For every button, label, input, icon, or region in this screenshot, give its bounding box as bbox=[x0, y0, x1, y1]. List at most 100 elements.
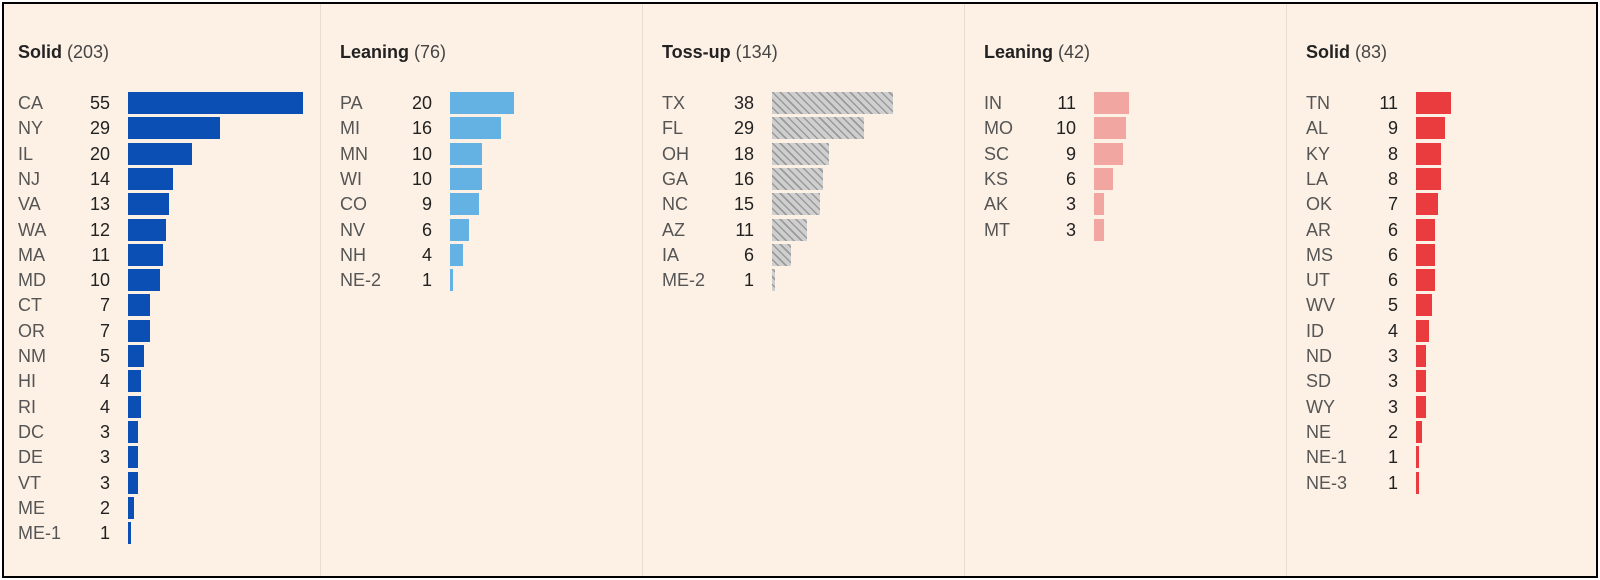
state-label: KY bbox=[1306, 143, 1331, 164]
state-label: IN bbox=[984, 93, 1002, 113]
bar bbox=[128, 395, 141, 418]
state-label: CO bbox=[340, 194, 367, 215]
group-total: (83) bbox=[1350, 42, 1388, 62]
bar-row: ID 4 bbox=[1306, 319, 1596, 345]
bar-row: AR 6 bbox=[1306, 218, 1596, 244]
bar bbox=[772, 243, 792, 266]
bar bbox=[1416, 92, 1451, 114]
state-label: IL bbox=[18, 143, 34, 164]
bar-row: WI 10 bbox=[340, 167, 640, 193]
bar bbox=[450, 193, 479, 216]
bar-row: TX 38 bbox=[662, 92, 962, 117]
bar-row: NM 5 bbox=[18, 345, 318, 370]
state-label: OH bbox=[662, 143, 689, 164]
value-label: 20 bbox=[411, 93, 432, 113]
bar-row: FL 29 bbox=[662, 117, 962, 142]
bar bbox=[1416, 370, 1426, 393]
state-label: VA bbox=[18, 194, 41, 215]
value-label: 6 bbox=[1065, 168, 1076, 189]
bar-row: IN 11 bbox=[984, 92, 1284, 117]
value-label: 55 bbox=[89, 93, 110, 113]
state-label: NH bbox=[340, 244, 366, 265]
bar bbox=[1094, 218, 1104, 241]
value-label: 6 bbox=[1387, 270, 1398, 291]
state-label: IA bbox=[662, 244, 680, 265]
bar-row: SD 3 bbox=[1306, 370, 1596, 395]
bar-row: CA 55 bbox=[18, 92, 318, 117]
group-title-label: Leaning bbox=[984, 42, 1054, 62]
value-label: 3 bbox=[99, 472, 110, 493]
value-label: 3 bbox=[1387, 396, 1398, 417]
bar bbox=[1416, 218, 1436, 241]
group-total: (76) bbox=[409, 42, 447, 62]
state-label: MI bbox=[340, 118, 360, 139]
bar bbox=[1416, 167, 1442, 190]
bar bbox=[128, 319, 151, 342]
state-label: ND bbox=[1306, 346, 1332, 366]
value-label: 4 bbox=[1387, 320, 1398, 341]
bar bbox=[128, 471, 138, 494]
bar bbox=[1416, 243, 1436, 266]
bar-group-5: Solid (83) TN 11 AL 9 KY 8 LA 8 OK 7 AR 6 MS 6 UT 6 WV 5 ID… bbox=[1306, 4, 1596, 576]
state-label: ME bbox=[18, 497, 45, 518]
value-label: 10 bbox=[411, 143, 432, 164]
value-label: 6 bbox=[1387, 219, 1398, 240]
bar bbox=[128, 522, 132, 545]
value-label: 10 bbox=[411, 168, 432, 189]
bar-row: MS 6 bbox=[1306, 243, 1596, 269]
bar bbox=[450, 117, 501, 140]
value-label: 3 bbox=[1387, 371, 1398, 392]
group-total: (42) bbox=[1053, 42, 1091, 62]
value-label: 6 bbox=[743, 244, 754, 265]
value-label: 7 bbox=[99, 295, 110, 316]
state-label: TN bbox=[1306, 93, 1330, 113]
bar bbox=[1094, 193, 1104, 216]
value-label: 11 bbox=[1379, 93, 1398, 113]
column-divider bbox=[1286, 4, 1287, 576]
state-label: CA bbox=[18, 93, 44, 113]
bar-row: NH 4 bbox=[340, 243, 640, 269]
value-label: 3 bbox=[1065, 194, 1076, 215]
state-label: ME-1 bbox=[18, 523, 62, 544]
bar-row: NE-1 1 bbox=[1306, 446, 1596, 471]
bar-row: MN 10 bbox=[340, 142, 640, 168]
bar-row: MI 16 bbox=[340, 117, 640, 142]
bar-row: DE 3 bbox=[18, 446, 318, 471]
value-label: 3 bbox=[99, 447, 110, 468]
bar-row: OK 7 bbox=[1306, 193, 1596, 218]
bar-row: CT 7 bbox=[18, 294, 318, 319]
group-title-label: Leaning bbox=[340, 42, 410, 62]
state-label: LA bbox=[1306, 168, 1329, 189]
bar bbox=[1416, 193, 1439, 216]
value-label: 7 bbox=[99, 320, 110, 341]
state-label: DC bbox=[18, 421, 44, 442]
value-label: 9 bbox=[1387, 118, 1398, 139]
value-label: 4 bbox=[421, 244, 432, 265]
bar-row: ND 3 bbox=[1306, 345, 1596, 370]
bar-row: NV 6 bbox=[340, 218, 640, 244]
bar bbox=[128, 142, 192, 165]
bar bbox=[772, 92, 893, 114]
bar-row: MO 10 bbox=[984, 117, 1284, 142]
column-divider bbox=[320, 4, 321, 576]
bar-row: OR 7 bbox=[18, 319, 318, 345]
value-label: 15 bbox=[733, 194, 754, 215]
value-label: 12 bbox=[89, 219, 110, 240]
bar bbox=[128, 446, 138, 469]
bar-row: AK 3 bbox=[984, 193, 1284, 218]
value-label: 29 bbox=[89, 118, 110, 139]
column-divider bbox=[964, 4, 965, 576]
column-divider bbox=[642, 4, 643, 576]
bar-group-2: Leaning (76) PA 20 MI 16 MN 10 WI 10 CO 9 NV 6 NH 4 NE-… bbox=[340, 4, 640, 576]
bar-row: IL 20 bbox=[18, 142, 318, 168]
state-label: SC bbox=[984, 143, 1010, 164]
value-label: 11 bbox=[735, 219, 754, 240]
bar bbox=[772, 218, 807, 241]
state-label: WV bbox=[1306, 295, 1335, 316]
bar-row: KS 6 bbox=[984, 167, 1284, 193]
value-label: 2 bbox=[1387, 421, 1398, 442]
value-label: 14 bbox=[89, 168, 110, 189]
value-label: 3 bbox=[1387, 346, 1398, 366]
value-label: 1 bbox=[1387, 447, 1398, 468]
value-label: 16 bbox=[733, 168, 754, 189]
